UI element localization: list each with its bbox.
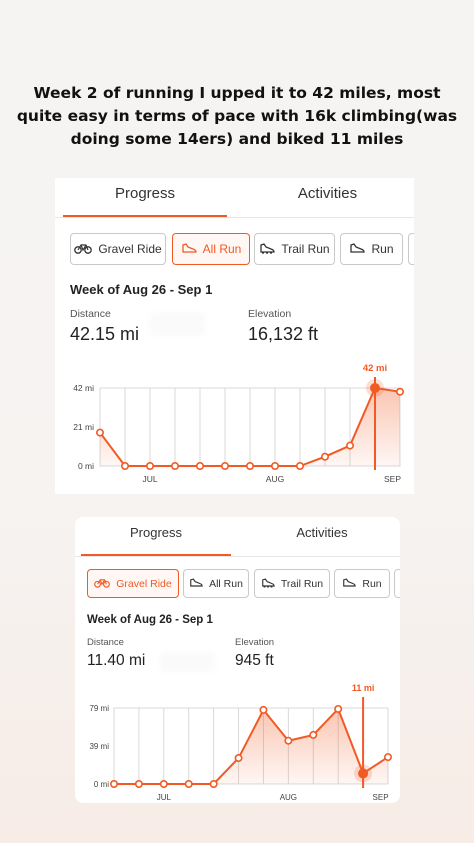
data-point — [309, 730, 318, 739]
x-tick-label: JUL — [142, 474, 157, 484]
bike-icon — [94, 577, 111, 591]
filter-chip-label: Run — [371, 242, 394, 256]
data-point — [171, 462, 180, 471]
tab-progress[interactable]: Progress — [129, 525, 183, 540]
elevation-value: 16,132 ft — [248, 324, 319, 344]
distance-label: Distance — [70, 308, 111, 320]
x-tick-label: AUG — [266, 474, 284, 484]
x-tick-label: JUL — [157, 793, 172, 802]
x-tick-label: AUG — [280, 793, 297, 802]
progress-card-run: Progress Activities Gravel Ride All Run … — [55, 178, 414, 494]
redacted-stat — [150, 313, 205, 335]
tab-bar: Progress Activities — [75, 517, 400, 557]
area-fill — [100, 388, 400, 466]
y-tick-label: 0 mi — [78, 461, 94, 471]
weekly-distance-chart: 79 mi 39 mi 0 mi 11 mi JUL AUG SEP — [89, 683, 392, 802]
data-point — [221, 462, 230, 471]
filter-chip-label: Trail Run — [280, 577, 324, 590]
data-point — [121, 462, 130, 471]
highlight-point — [370, 383, 380, 393]
data-point — [234, 754, 243, 763]
filter-chip-label: Trail Run — [281, 242, 330, 256]
progress-card-gravel-ride: Progress Activities Gravel Ride All Run … — [75, 517, 400, 803]
shoe-icon — [342, 577, 357, 591]
data-point — [383, 753, 392, 762]
data-point — [284, 736, 293, 745]
data-point — [146, 462, 155, 471]
sport-filter-chips: Gravel Ride All Run Trail Run Run — [55, 233, 414, 265]
data-point — [271, 462, 280, 471]
series-line — [114, 707, 389, 785]
y-tick-label: 79 mi — [89, 704, 109, 713]
sport-filter-chips: Gravel Ride All Run Trail Run Run — [75, 569, 400, 598]
week-title: Week of Aug 26 - Sep 1 — [70, 282, 213, 297]
weekly-distance-chart: 42 mi 21 mi 0 mi 42 mi JUL AUG SEP — [73, 363, 404, 484]
highlight-label: 42 mi — [363, 363, 387, 374]
tab-selected-indicator — [63, 215, 227, 217]
week-title: Week of Aug 26 - Sep 1 — [87, 614, 213, 626]
elevation-label: Elevation — [235, 637, 275, 648]
distance-value: 11.40 mi — [87, 652, 146, 669]
filter-chip-all-run[interactable]: All Run — [183, 569, 249, 598]
data-point — [345, 441, 354, 450]
area-fill — [114, 708, 388, 784]
data-point — [320, 452, 329, 461]
data-point — [95, 428, 104, 437]
filter-chip-label: All Run — [209, 577, 243, 590]
filter-chip-trail-run[interactable]: Trail Run — [254, 233, 335, 265]
filter-chip-trail-run[interactable]: Trail Run — [254, 569, 330, 598]
data-point — [209, 780, 218, 789]
tab-selected-indicator — [81, 554, 231, 556]
filter-chip-all-run[interactable]: All Run — [172, 233, 250, 265]
data-point — [395, 387, 404, 396]
y-tick-label: 42 mi — [73, 383, 94, 393]
data-point — [159, 780, 168, 789]
data-point — [246, 462, 255, 471]
y-tick-label: 21 mi — [73, 422, 94, 432]
filter-chip-run[interactable]: Run — [334, 569, 390, 598]
filter-chip-more[interactable] — [408, 233, 414, 265]
redacted-stat — [160, 653, 215, 671]
filter-chip-label: Run — [362, 577, 382, 590]
filter-chip-label: All Run — [202, 242, 242, 256]
shoe-icon — [349, 242, 366, 257]
data-point — [196, 462, 205, 471]
data-point — [259, 705, 268, 714]
elevation-value: 945 ft — [235, 652, 274, 669]
post-caption: Week 2 of running I upped it to 42 miles… — [16, 84, 458, 148]
highlight-label: 11 mi — [352, 683, 375, 693]
tab-activities[interactable]: Activities — [297, 185, 358, 202]
data-point — [184, 780, 193, 789]
bike-icon — [74, 242, 93, 257]
data-point — [296, 462, 305, 471]
y-tick-label: 39 mi — [89, 742, 109, 751]
filter-chip-gravel-ride[interactable]: Gravel Ride — [87, 569, 179, 598]
trail-shoe-icon — [259, 242, 276, 257]
filter-chip-more[interactable] — [394, 569, 400, 598]
trail-shoe-icon — [261, 577, 275, 591]
shoe-icon — [189, 577, 203, 591]
distance-label: Distance — [87, 637, 124, 648]
shoe-icon — [181, 242, 197, 257]
y-tick-label: 0 mi — [94, 780, 109, 789]
filter-chip-label: Gravel Ride — [116, 577, 172, 590]
filter-chip-label: Gravel Ride — [98, 242, 162, 256]
tab-activities[interactable]: Activities — [296, 525, 348, 540]
x-tick-label: SEP — [373, 793, 389, 802]
filter-chip-gravel-ride[interactable]: Gravel Ride — [70, 233, 166, 265]
data-point — [134, 780, 143, 789]
data-point — [109, 780, 118, 789]
tab-progress[interactable]: Progress — [114, 185, 176, 202]
tab-bar: Progress Activities — [55, 178, 414, 218]
x-tick-label: SEP — [384, 474, 401, 484]
elevation-label: Elevation — [248, 308, 292, 320]
highlight-point — [358, 768, 369, 779]
distance-value: 42.15 mi — [70, 324, 140, 344]
filter-chip-run[interactable]: Run — [340, 233, 403, 265]
data-point — [334, 704, 343, 713]
